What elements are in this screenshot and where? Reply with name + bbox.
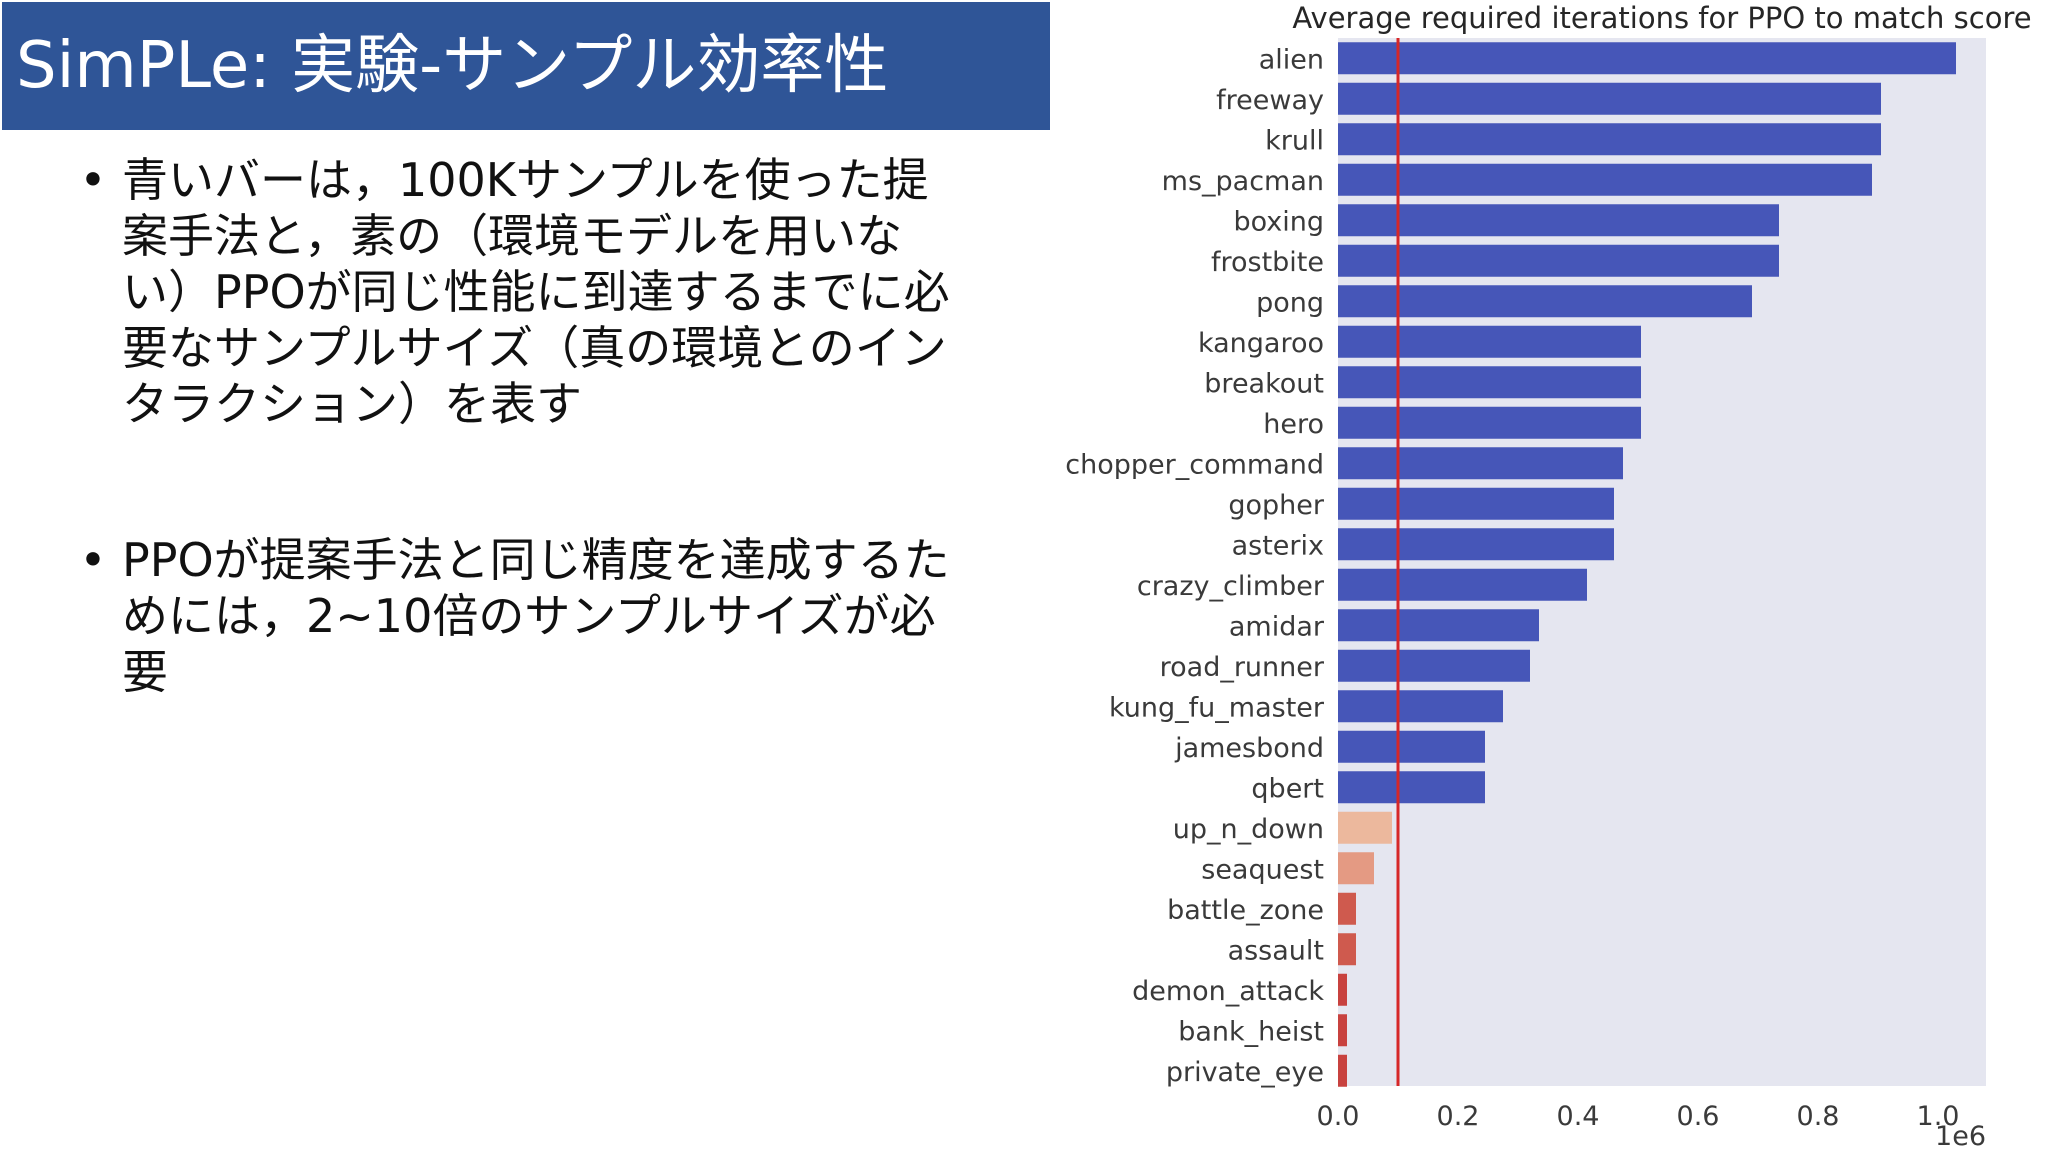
bar-qbert: [1338, 771, 1485, 804]
bar-hero: [1338, 406, 1641, 439]
x-tick-label: 0.0: [1317, 1101, 1360, 1132]
category-label-road_runner: road_runner: [1160, 652, 1325, 683]
bar-krull: [1338, 123, 1881, 156]
category-label-kangaroo: kangaroo: [1198, 328, 1324, 359]
bar-chopper_command: [1338, 447, 1623, 480]
bar-demon_attack: [1338, 973, 1347, 1006]
category-label-freeway: freeway: [1216, 85, 1324, 116]
slide-title: SimPLe: 実験-サンプル効率性: [16, 29, 889, 103]
category-label-qbert: qbert: [1251, 773, 1324, 804]
bullet-dot-icon: •: [79, 533, 107, 587]
bullet-item: • PPOが提案手法と同じ精度を達成するためには，2~10倍のサンプルサイズが必…: [78, 532, 958, 700]
category-label-gopher: gopher: [1228, 490, 1325, 521]
category-label-assault: assault: [1228, 935, 1324, 966]
bar-private_eye: [1338, 1054, 1347, 1087]
category-label-ms_pacman: ms_pacman: [1162, 166, 1324, 197]
x-tick-label: 0.4: [1557, 1101, 1600, 1132]
chart-title: Average required iterations for PPO to m…: [1292, 1, 2031, 35]
bar-pong: [1338, 285, 1752, 318]
category-label-frostbite: frostbite: [1211, 247, 1324, 278]
bar-alien: [1338, 42, 1956, 75]
category-label-breakout: breakout: [1204, 368, 1324, 399]
category-label-amidar: amidar: [1229, 611, 1325, 642]
bullet-text: 青いバーは，100Kサンプルを使った提案手法と，素の（環境モデルを用いない）PP…: [122, 153, 950, 431]
category-label-bank_heist: bank_heist: [1178, 1016, 1324, 1047]
category-label-boxing: boxing: [1233, 206, 1324, 237]
bullet-text: PPOが提案手法と同じ精度を達成するためには，2~10倍のサンプルサイズが必要: [122, 533, 950, 699]
bar-asterix: [1338, 528, 1614, 561]
bar-gopher: [1338, 487, 1614, 520]
category-label-krull: krull: [1265, 125, 1324, 156]
bar-up_n_down: [1338, 811, 1392, 844]
category-label-kung_fu_master: kung_fu_master: [1109, 692, 1325, 723]
bar-seaquest: [1338, 852, 1374, 885]
bullet-list: • 青いバーは，100Kサンプルを使った提案手法と，素の（環境モデルを用いない）…: [78, 152, 958, 700]
x-tick-label: 0.8: [1797, 1101, 1840, 1132]
category-label-asterix: asterix: [1232, 530, 1324, 561]
bar-amidar: [1338, 609, 1539, 642]
bar-ms_pacman: [1338, 163, 1872, 196]
category-label-alien: alien: [1259, 44, 1324, 75]
bar-freeway: [1338, 82, 1881, 115]
axis-offset-label: 1e6: [1935, 1121, 1986, 1152]
bar-breakout: [1338, 366, 1641, 399]
category-label-crazy_climber: crazy_climber: [1137, 571, 1325, 602]
bar-kung_fu_master: [1338, 690, 1503, 723]
bar-battle_zone: [1338, 892, 1356, 925]
chart-container: Average required iterations for PPO to m…: [1060, 0, 2048, 1152]
x-tick-label: 0.2: [1437, 1101, 1480, 1132]
category-label-up_n_down: up_n_down: [1173, 814, 1324, 845]
x-tick-label: 0.6: [1677, 1101, 1720, 1132]
category-label-demon_attack: demon_attack: [1132, 976, 1324, 1007]
bar-bank_heist: [1338, 1014, 1347, 1047]
category-label-battle_zone: battle_zone: [1167, 895, 1324, 926]
category-label-jamesbond: jamesbond: [1174, 733, 1324, 764]
bar-frostbite: [1338, 244, 1779, 277]
category-label-chopper_command: chopper_command: [1065, 449, 1324, 480]
category-label-hero: hero: [1263, 409, 1324, 440]
x-tick-label: 1.0: [1917, 1101, 1960, 1132]
bar-crazy_climber: [1338, 568, 1587, 601]
bar-chart: Average required iterations for PPO to m…: [1065, 1, 2031, 1152]
bar-boxing: [1338, 204, 1779, 237]
category-label-private_eye: private_eye: [1166, 1057, 1324, 1088]
category-label-seaquest: seaquest: [1201, 854, 1324, 885]
bar-kangaroo: [1338, 325, 1641, 358]
bullet-dot-icon: •: [79, 153, 107, 207]
bar-assault: [1338, 933, 1356, 966]
slide-title-banner: SimPLe: 実験-サンプル効率性: [2, 2, 1050, 130]
category-label-pong: pong: [1256, 287, 1324, 318]
bar-jamesbond: [1338, 730, 1485, 763]
bullet-item: • 青いバーは，100Kサンプルを使った提案手法と，素の（環境モデルを用いない）…: [78, 152, 958, 432]
bar-road_runner: [1338, 649, 1530, 682]
